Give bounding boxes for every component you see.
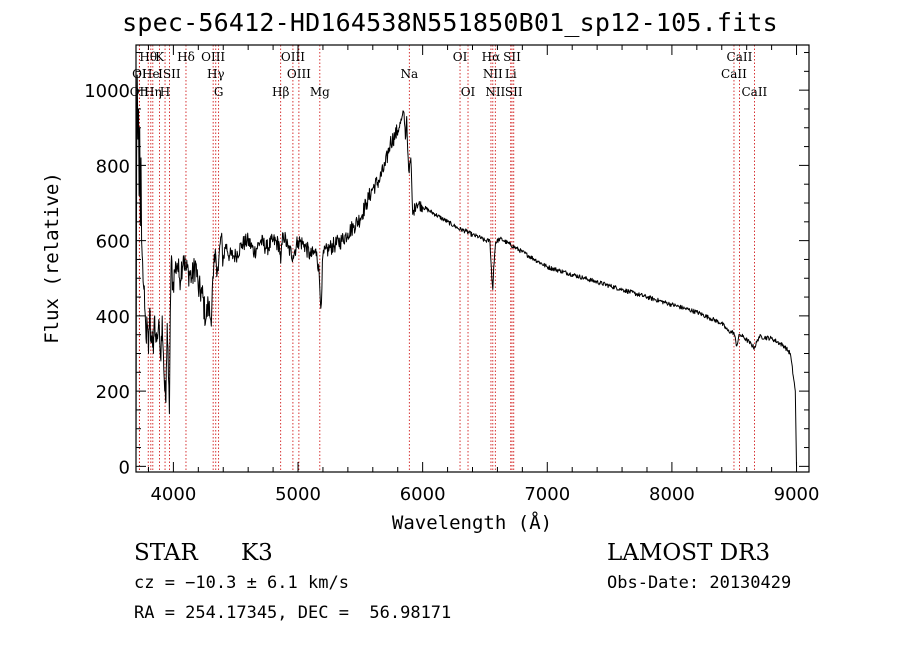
- x-tick-label: 6000: [400, 484, 446, 505]
- line-marker-label: Hη: [144, 85, 162, 99]
- line-marker-label: ISII: [158, 67, 181, 81]
- line-marker-label: He: [142, 67, 160, 81]
- x-tick-label: 7000: [524, 484, 570, 505]
- axis-ticks: 4000 5000 6000 7000 8000 9000 0 200 400 600 800 100…: [84, 45, 819, 505]
- line-marker-label: Mg: [310, 85, 330, 99]
- sky-coordinates: RA = 254.17345, DEC = 56.98171: [134, 603, 452, 623]
- y-tick-label: 400: [96, 307, 130, 328]
- emission-line-labels: OI OII Hθ He Hη K H ISII Hδ OIII Hγ G Hβ OIII OIII Mg Na…: [130, 50, 768, 99]
- observation-date: Obs-Date: 20130429: [607, 573, 792, 593]
- object-subclass: K3: [241, 540, 273, 566]
- spectrum-line: [135, 74, 797, 467]
- line-marker-label: NII: [485, 85, 505, 99]
- line-marker-label: CaII: [741, 85, 767, 99]
- chart-title: spec-56412-HD164538N551850B01_sp12-105.f…: [122, 8, 778, 37]
- line-marker-label: Hβ: [272, 85, 289, 99]
- y-tick-label: 1000: [84, 81, 130, 102]
- line-marker-label: H: [160, 85, 170, 99]
- line-marker-label: OII: [130, 85, 150, 99]
- y-tick-label: 600: [96, 232, 130, 253]
- x-tick-label: 8000: [649, 484, 695, 505]
- x-tick-label: 5000: [275, 484, 321, 505]
- line-marker-label: OI: [461, 85, 476, 99]
- line-marker-label: Hα: [482, 50, 501, 64]
- line-marker-label: Hδ: [177, 50, 195, 64]
- line-marker-label: CaII: [721, 67, 747, 81]
- line-marker-label: OIII: [201, 50, 225, 64]
- line-marker-label: G: [214, 85, 224, 99]
- line-marker-label: CaII: [727, 50, 753, 64]
- y-tick-label: 200: [96, 382, 130, 403]
- object-class: STAR: [134, 540, 198, 566]
- y-tick-label: 0: [119, 457, 130, 478]
- survey-name: LAMOST DR3: [607, 540, 771, 566]
- x-axis-label: Wavelength (Å): [392, 511, 552, 534]
- line-marker-label: Na: [400, 67, 418, 81]
- spectrum-series: [135, 74, 797, 467]
- line-marker-label: SII: [503, 50, 521, 64]
- line-marker-label: Hγ: [207, 67, 225, 81]
- line-marker-label: Hθ: [139, 50, 157, 64]
- line-marker-label: SII: [505, 85, 523, 99]
- redshift-velocity: cz = −10.3 ± 6.1 km/s: [134, 573, 349, 593]
- line-marker-label: OIII: [281, 50, 305, 64]
- emission-line-markers: [138, 45, 755, 472]
- line-marker-label: Li: [505, 67, 517, 81]
- line-marker-label: NII: [483, 67, 503, 81]
- y-axis-label: Flux (relative): [41, 172, 63, 344]
- line-marker-label: OI: [453, 50, 468, 64]
- x-tick-label: 4000: [150, 484, 196, 505]
- x-tick-label: 9000: [774, 484, 820, 505]
- line-marker-label: OIII: [287, 67, 311, 81]
- y-tick-label: 800: [96, 156, 130, 177]
- line-marker-label: K: [155, 50, 165, 64]
